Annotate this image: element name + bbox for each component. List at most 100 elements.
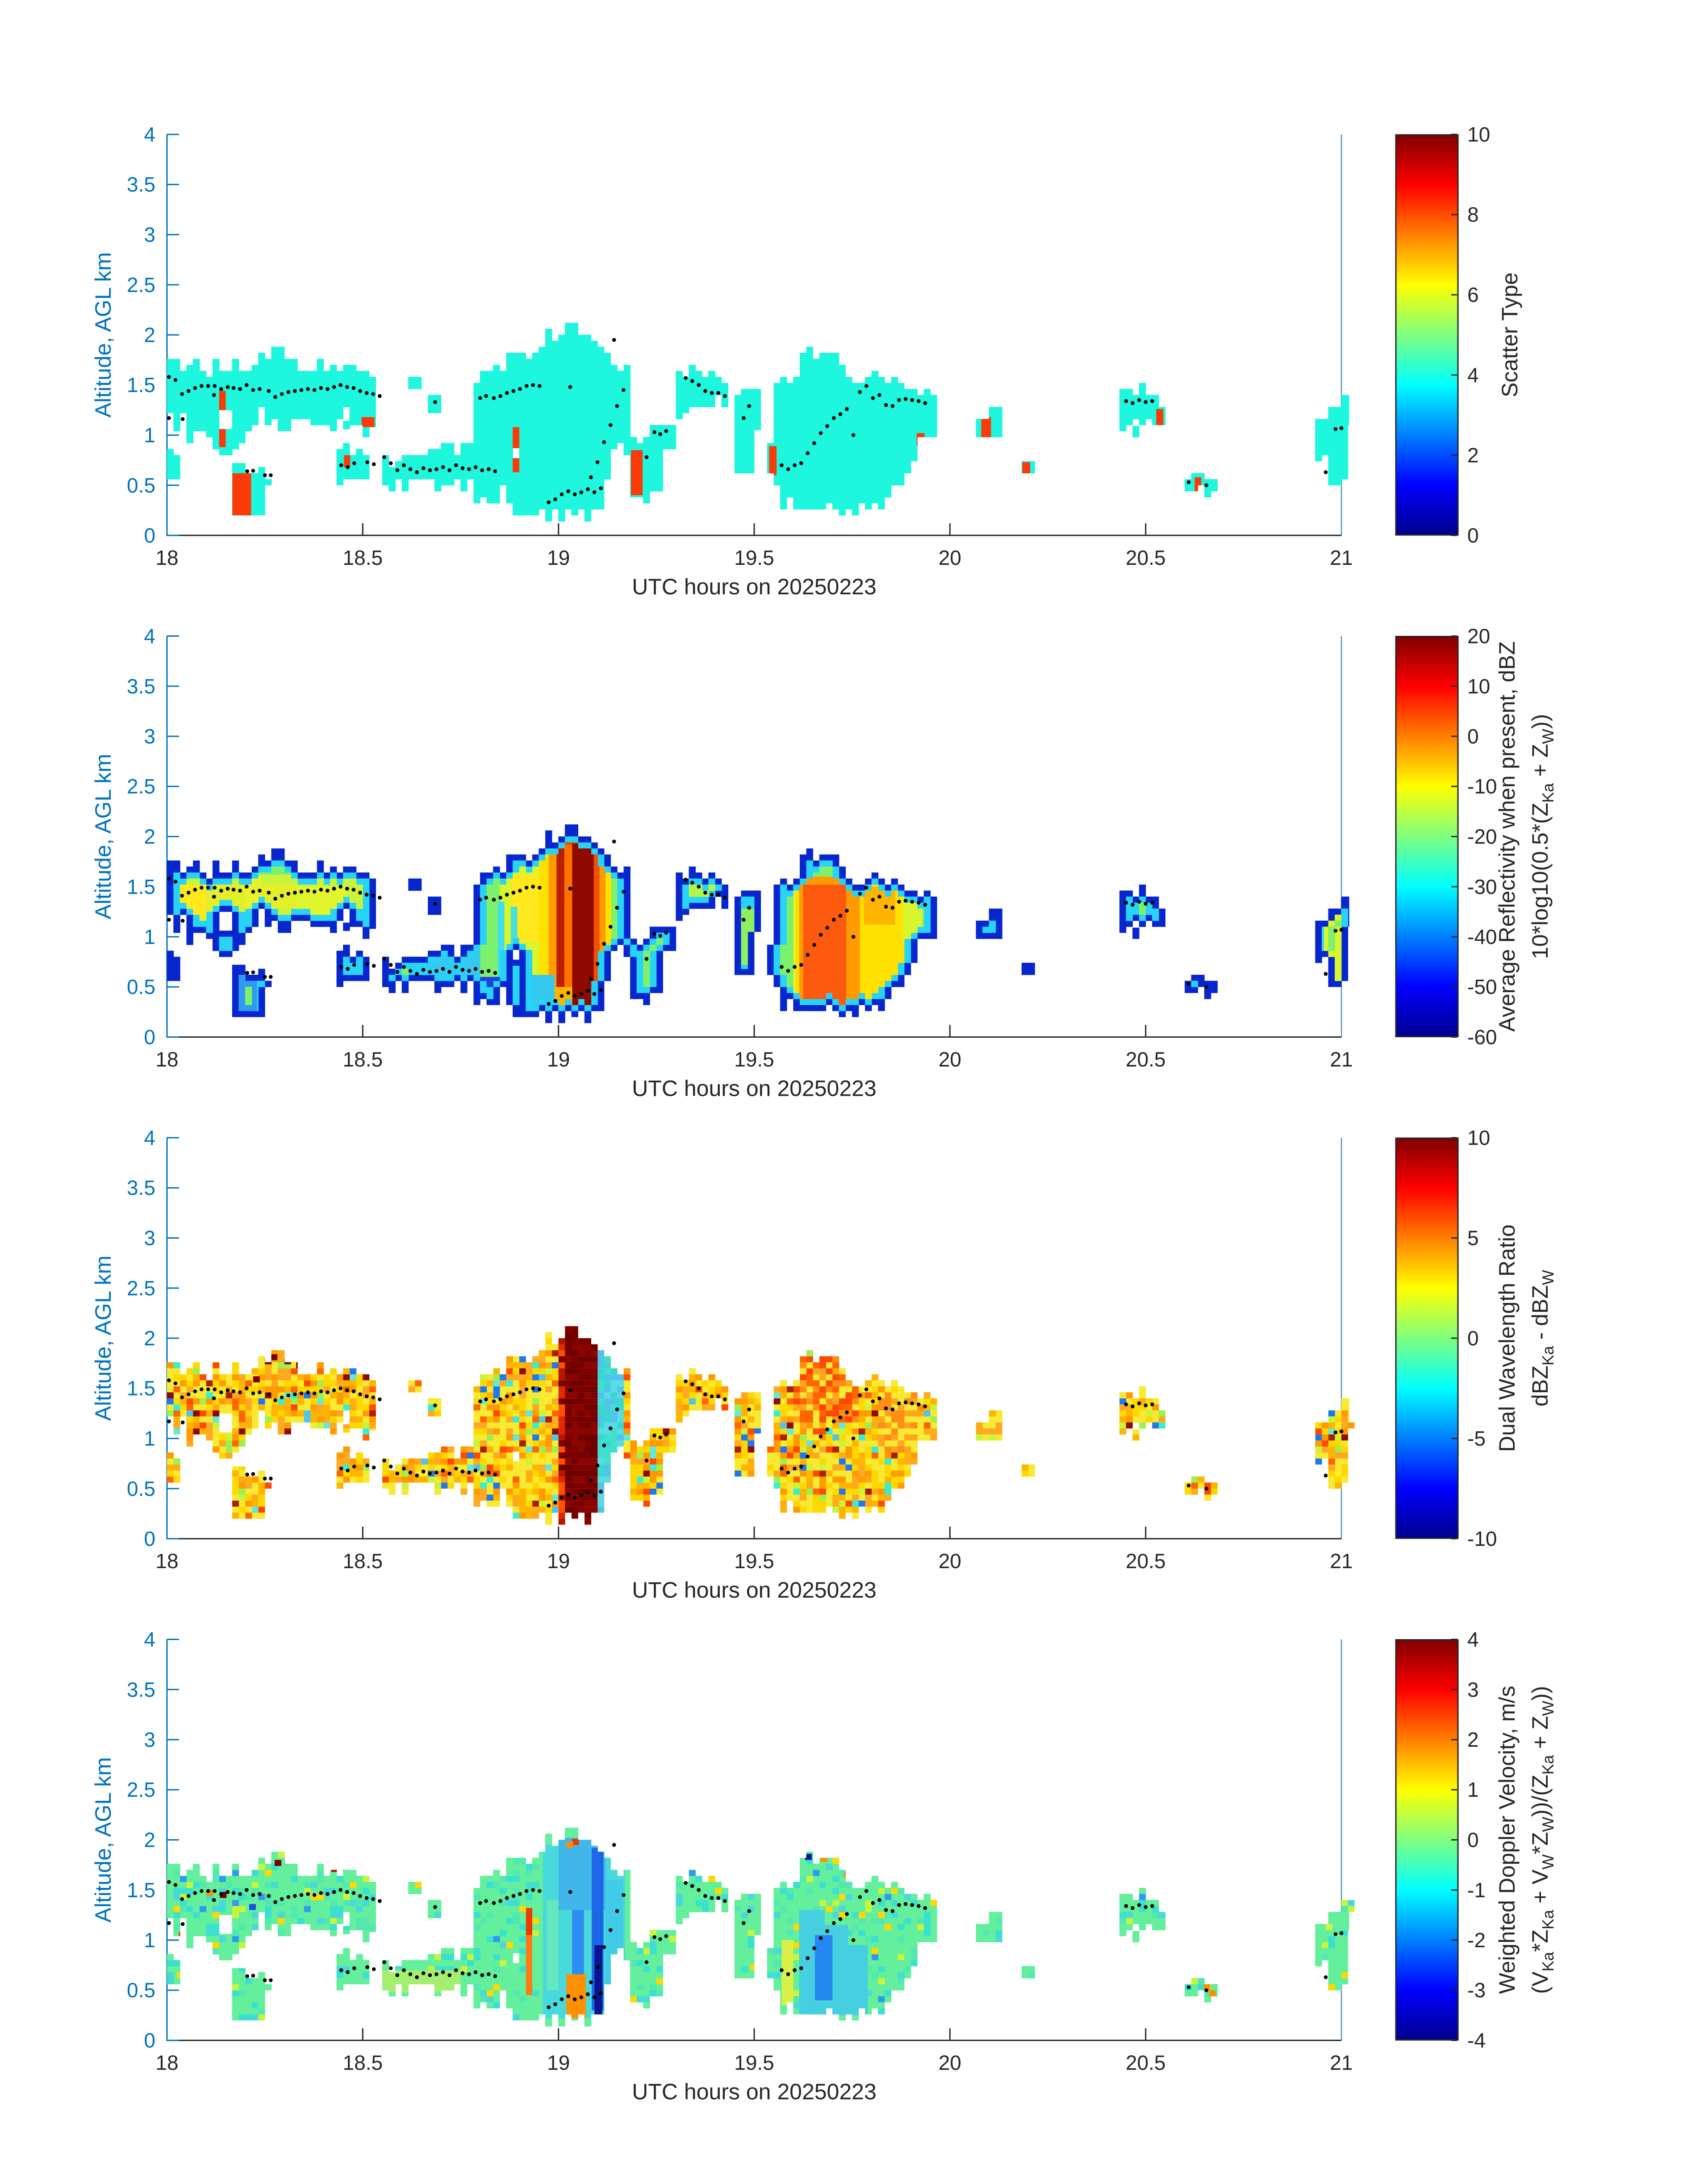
svg-text:0: 0 <box>1467 1327 1479 1350</box>
svg-text:0: 0 <box>144 1527 155 1550</box>
svg-text:-3: -3 <box>1467 1979 1486 2002</box>
svg-text:3: 3 <box>144 725 155 748</box>
svg-text:2: 2 <box>144 323 155 346</box>
svg-text:0: 0 <box>144 2029 155 2052</box>
svg-text:-10: -10 <box>1467 775 1497 798</box>
svg-text:0.5: 0.5 <box>127 975 155 998</box>
svg-text:-10: -10 <box>1467 1527 1497 1550</box>
svg-text:Altitude, AGL km: Altitude, AGL km <box>91 252 116 418</box>
svg-text:5: 5 <box>1467 1227 1479 1250</box>
svg-text:-2: -2 <box>1467 1929 1486 1952</box>
svg-text:3: 3 <box>144 223 155 246</box>
svg-text:3.5: 3.5 <box>127 1678 155 1701</box>
svg-text:10: 10 <box>1467 123 1490 146</box>
svg-text:18: 18 <box>155 1048 178 1071</box>
svg-text:0: 0 <box>1467 524 1479 547</box>
svg-text:2.5: 2.5 <box>127 775 155 798</box>
svg-text:0.5: 0.5 <box>127 1477 155 1500</box>
svg-text:6: 6 <box>1467 283 1479 306</box>
svg-text:4: 4 <box>144 1628 155 1651</box>
svg-text:-40: -40 <box>1467 925 1497 948</box>
svg-text:3.5: 3.5 <box>127 173 155 196</box>
svg-text:1: 1 <box>1467 1778 1479 1801</box>
svg-text:21: 21 <box>1330 1549 1353 1573</box>
svg-text:20: 20 <box>939 1048 961 1071</box>
svg-text:19: 19 <box>547 2051 570 2075</box>
svg-text:4: 4 <box>144 123 155 146</box>
svg-text:20.5: 20.5 <box>1126 1048 1166 1071</box>
svg-text:Scatter Type: Scatter Type <box>1497 272 1522 397</box>
svg-text:2: 2 <box>144 1327 155 1350</box>
svg-text:3: 3 <box>1467 1678 1479 1701</box>
svg-text:20: 20 <box>1467 625 1490 648</box>
svg-text:Average Reflectivity when pres: Average Reflectivity when present, dBZ <box>1495 641 1520 1032</box>
svg-text:-60: -60 <box>1467 1026 1497 1049</box>
svg-text:10*log10(0.5*(ZKa + ZW)): 10*log10(0.5*(ZKa + ZW)) <box>1528 714 1557 959</box>
svg-text:18.5: 18.5 <box>343 546 383 569</box>
svg-text:3.5: 3.5 <box>127 1176 155 1199</box>
svg-text:1.5: 1.5 <box>127 1377 155 1400</box>
svg-text:20: 20 <box>939 1549 961 1573</box>
svg-text:2.5: 2.5 <box>127 1277 155 1300</box>
svg-text:-5: -5 <box>1467 1427 1486 1450</box>
svg-text:19.5: 19.5 <box>734 1549 774 1573</box>
svg-text:20.5: 20.5 <box>1126 1549 1166 1573</box>
svg-text:20: 20 <box>939 546 961 569</box>
svg-text:18: 18 <box>155 1549 178 1573</box>
svg-text:2.5: 2.5 <box>127 273 155 296</box>
svg-text:4: 4 <box>144 625 155 648</box>
svg-text:10: 10 <box>1467 1126 1490 1149</box>
svg-text:-1: -1 <box>1467 1878 1486 1902</box>
svg-text:(VKa*ZKa + VW*ZW))/(ZKa + ZW)): (VKa*ZKa + VW*ZW))/(ZKa + ZW)) <box>1528 1686 1557 1994</box>
svg-text:UTC hours on 20250223: UTC hours on 20250223 <box>632 1076 877 1101</box>
svg-text:2: 2 <box>144 1828 155 1852</box>
svg-text:2: 2 <box>1467 1728 1479 1751</box>
svg-text:Dual Wavelength Ratio: Dual Wavelength Ratio <box>1495 1224 1520 1452</box>
svg-text:20.5: 20.5 <box>1126 546 1166 569</box>
svg-text:3: 3 <box>144 1227 155 1250</box>
svg-text:1.5: 1.5 <box>127 875 155 898</box>
svg-text:18: 18 <box>155 546 178 569</box>
svg-text:2: 2 <box>1467 443 1479 467</box>
svg-text:21: 21 <box>1330 2051 1353 2075</box>
svg-text:19: 19 <box>547 1549 570 1573</box>
svg-text:19.5: 19.5 <box>734 2051 774 2075</box>
svg-text:4: 4 <box>1467 363 1479 387</box>
svg-text:4: 4 <box>144 1126 155 1149</box>
svg-text:0.5: 0.5 <box>127 1979 155 2002</box>
svg-text:2.5: 2.5 <box>127 1778 155 1801</box>
svg-text:1.5: 1.5 <box>127 373 155 397</box>
svg-text:18.5: 18.5 <box>343 1549 383 1573</box>
svg-text:3.5: 3.5 <box>127 675 155 698</box>
svg-text:21: 21 <box>1330 1048 1353 1071</box>
svg-text:0: 0 <box>144 524 155 547</box>
svg-text:8: 8 <box>1467 203 1479 226</box>
svg-text:3: 3 <box>144 1728 155 1751</box>
svg-text:1.5: 1.5 <box>127 1878 155 1902</box>
svg-text:Altitude, AGL km: Altitude, AGL km <box>91 1256 116 1421</box>
svg-text:20: 20 <box>939 2051 961 2075</box>
svg-text:Altitude, AGL km: Altitude, AGL km <box>91 1757 116 1923</box>
svg-text:1: 1 <box>144 925 155 948</box>
svg-text:Altitude, AGL km: Altitude, AGL km <box>91 754 116 919</box>
svg-text:0: 0 <box>144 1026 155 1049</box>
svg-text:19.5: 19.5 <box>734 1048 774 1071</box>
svg-text:Weighted Doppler Velocity, m/s: Weighted Doppler Velocity, m/s <box>1495 1686 1520 1994</box>
svg-text:0.5: 0.5 <box>127 474 155 497</box>
svg-text:-4: -4 <box>1467 2029 1486 2052</box>
svg-text:4: 4 <box>1467 1628 1479 1651</box>
svg-text:UTC hours on 20250223: UTC hours on 20250223 <box>632 2079 877 2104</box>
svg-text:0: 0 <box>1467 1828 1479 1852</box>
svg-text:19.5: 19.5 <box>734 546 774 569</box>
svg-text:UTC hours on 20250223: UTC hours on 20250223 <box>632 574 877 599</box>
svg-text:21: 21 <box>1330 546 1353 569</box>
svg-text:1: 1 <box>144 424 155 447</box>
svg-text:UTC hours on 20250223: UTC hours on 20250223 <box>632 1578 877 1603</box>
svg-text:0: 0 <box>1467 725 1479 748</box>
svg-text:18: 18 <box>155 2051 178 2075</box>
svg-text:1: 1 <box>144 1427 155 1450</box>
svg-text:1: 1 <box>144 1929 155 1952</box>
svg-text:-50: -50 <box>1467 975 1497 998</box>
svg-text:dBZKa - dBZW: dBZKa - dBZW <box>1528 1270 1557 1407</box>
svg-text:10: 10 <box>1467 675 1490 698</box>
